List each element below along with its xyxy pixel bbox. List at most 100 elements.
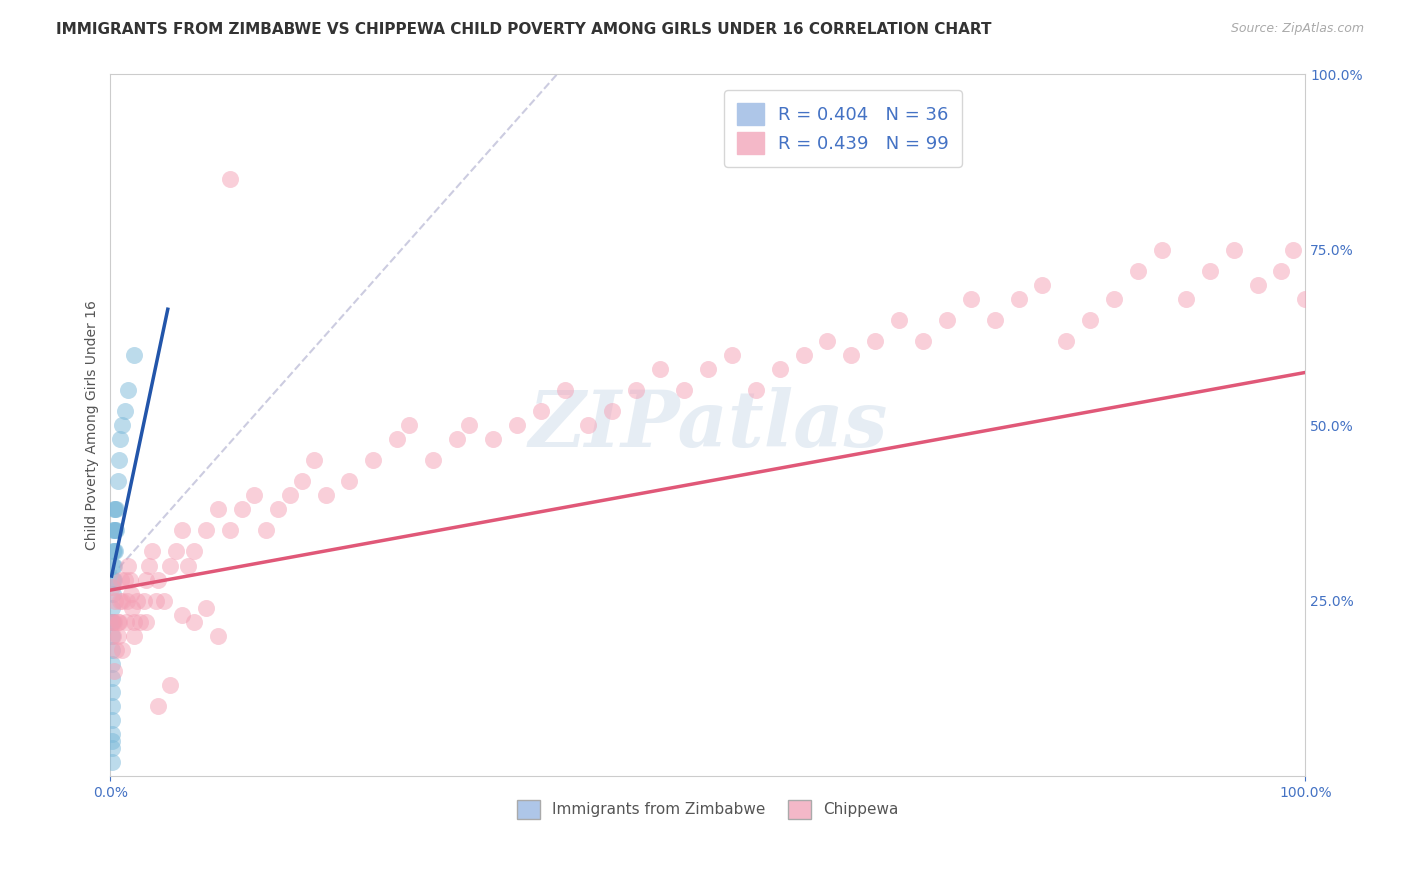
Point [267, 502, 290, 516]
Point [1174, 292, 1197, 306]
Point [243, 488, 266, 502]
Point [278, 488, 301, 502]
Point [115, 615, 138, 629]
Point [148, 573, 170, 587]
Point [387, 432, 409, 446]
Point [105, 524, 128, 538]
Point [1198, 263, 1220, 277]
Point [254, 524, 277, 538]
Point [124, 629, 146, 643]
Point [100, 580, 122, 594]
Point [1007, 292, 1029, 306]
Point [1054, 334, 1077, 348]
Point [398, 418, 420, 433]
Point [145, 593, 167, 607]
Point [141, 544, 163, 558]
Point [124, 615, 146, 629]
Point [101, 544, 124, 558]
Point [159, 678, 181, 692]
Point [135, 573, 157, 587]
Point [121, 600, 143, 615]
Legend: Immigrants from Zimbabwe, Chippewa: Immigrants from Zimbabwe, Chippewa [510, 794, 905, 825]
Point [100, 741, 122, 756]
Point [115, 593, 138, 607]
Point [339, 475, 361, 489]
Point [108, 432, 131, 446]
Point [672, 383, 695, 397]
Point [815, 334, 838, 348]
Point [101, 573, 124, 587]
Point [107, 615, 129, 629]
Point [983, 312, 1005, 326]
Point [935, 312, 957, 326]
Text: Source: ZipAtlas.com: Source: ZipAtlas.com [1230, 22, 1364, 36]
Point [111, 593, 134, 607]
Point [101, 524, 124, 538]
Point [183, 615, 205, 629]
Point [1270, 263, 1292, 277]
Point [553, 383, 575, 397]
Point [315, 488, 337, 502]
Point [100, 698, 122, 713]
Point [100, 755, 122, 769]
Point [1246, 277, 1268, 292]
Text: ZIPatlas: ZIPatlas [529, 387, 887, 463]
Point [302, 453, 325, 467]
Point [195, 524, 218, 538]
Point [1294, 292, 1316, 306]
Point [104, 502, 127, 516]
Point [195, 600, 218, 615]
Point [839, 348, 862, 362]
Point [1126, 263, 1149, 277]
Point [887, 312, 910, 326]
Point [863, 334, 886, 348]
Point [446, 432, 468, 446]
Point [138, 558, 160, 573]
Text: IMMIGRANTS FROM ZIMBABWE VS CHIPPEWA CHILD POVERTY AMONG GIRLS UNDER 16 CORRELAT: IMMIGRANTS FROM ZIMBABWE VS CHIPPEWA CHI… [56, 22, 991, 37]
Point [529, 404, 551, 418]
Y-axis label: Child Poverty Among Girls Under 16: Child Poverty Among Girls Under 16 [86, 301, 100, 550]
Point [100, 657, 122, 671]
Point [107, 615, 129, 629]
Point [124, 348, 146, 362]
Point [183, 544, 205, 558]
Point [100, 734, 122, 748]
Point [101, 558, 124, 573]
Point [600, 404, 623, 418]
Point [1078, 312, 1101, 326]
Point [101, 615, 124, 629]
Point [100, 615, 122, 629]
Point [103, 558, 125, 573]
Point [291, 475, 314, 489]
Point [111, 642, 134, 657]
Point [104, 544, 127, 558]
Point [172, 607, 194, 622]
Point [959, 292, 981, 306]
Point [219, 524, 242, 538]
Point [911, 334, 934, 348]
Point [1282, 243, 1305, 257]
Point [720, 348, 742, 362]
Point [110, 573, 132, 587]
Point [482, 432, 505, 446]
Point [363, 453, 385, 467]
Point [101, 586, 124, 600]
Point [458, 418, 481, 433]
Point [422, 453, 444, 467]
Point [117, 383, 139, 397]
Point [100, 629, 122, 643]
Point [103, 573, 125, 587]
Point [148, 698, 170, 713]
Point [107, 629, 129, 643]
Point [117, 558, 139, 573]
Point [696, 362, 718, 376]
Point [231, 502, 253, 516]
Point [104, 524, 127, 538]
Point [159, 558, 181, 573]
Point [105, 502, 128, 516]
Point [100, 713, 122, 727]
Point [624, 383, 647, 397]
Point [648, 362, 671, 376]
Point [1031, 277, 1053, 292]
Point [129, 615, 152, 629]
